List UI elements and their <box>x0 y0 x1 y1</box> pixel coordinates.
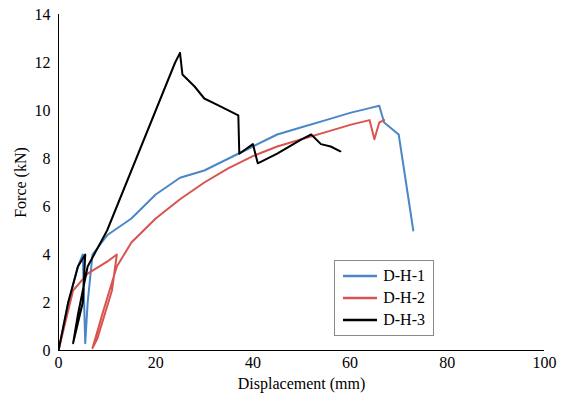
svg-text:4: 4 <box>43 246 51 263</box>
svg-text:14: 14 <box>35 6 51 23</box>
svg-text:8: 8 <box>43 150 51 167</box>
svg-text:80: 80 <box>439 354 455 371</box>
svg-text:40: 40 <box>245 354 261 371</box>
svg-text:20: 20 <box>148 354 164 371</box>
svg-text:100: 100 <box>533 354 557 371</box>
svg-text:10: 10 <box>35 102 51 119</box>
html-text:D-H-3: D-H-3 <box>383 311 425 328</box>
svg-text:0: 0 <box>55 354 63 371</box>
svg-text:60: 60 <box>342 354 358 371</box>
svg-text:6: 6 <box>43 198 51 215</box>
svg-text:Force (kN): Force (kN) <box>12 147 30 218</box>
html-text:D-H-1: D-H-1 <box>383 267 425 284</box>
svg-text:0: 0 <box>43 342 51 359</box>
svg-text:Displacement (mm): Displacement (mm) <box>238 375 366 393</box>
svg-text:2: 2 <box>43 294 51 311</box>
html-text:D-H-2: D-H-2 <box>383 289 425 306</box>
svg-text:12: 12 <box>35 54 51 71</box>
